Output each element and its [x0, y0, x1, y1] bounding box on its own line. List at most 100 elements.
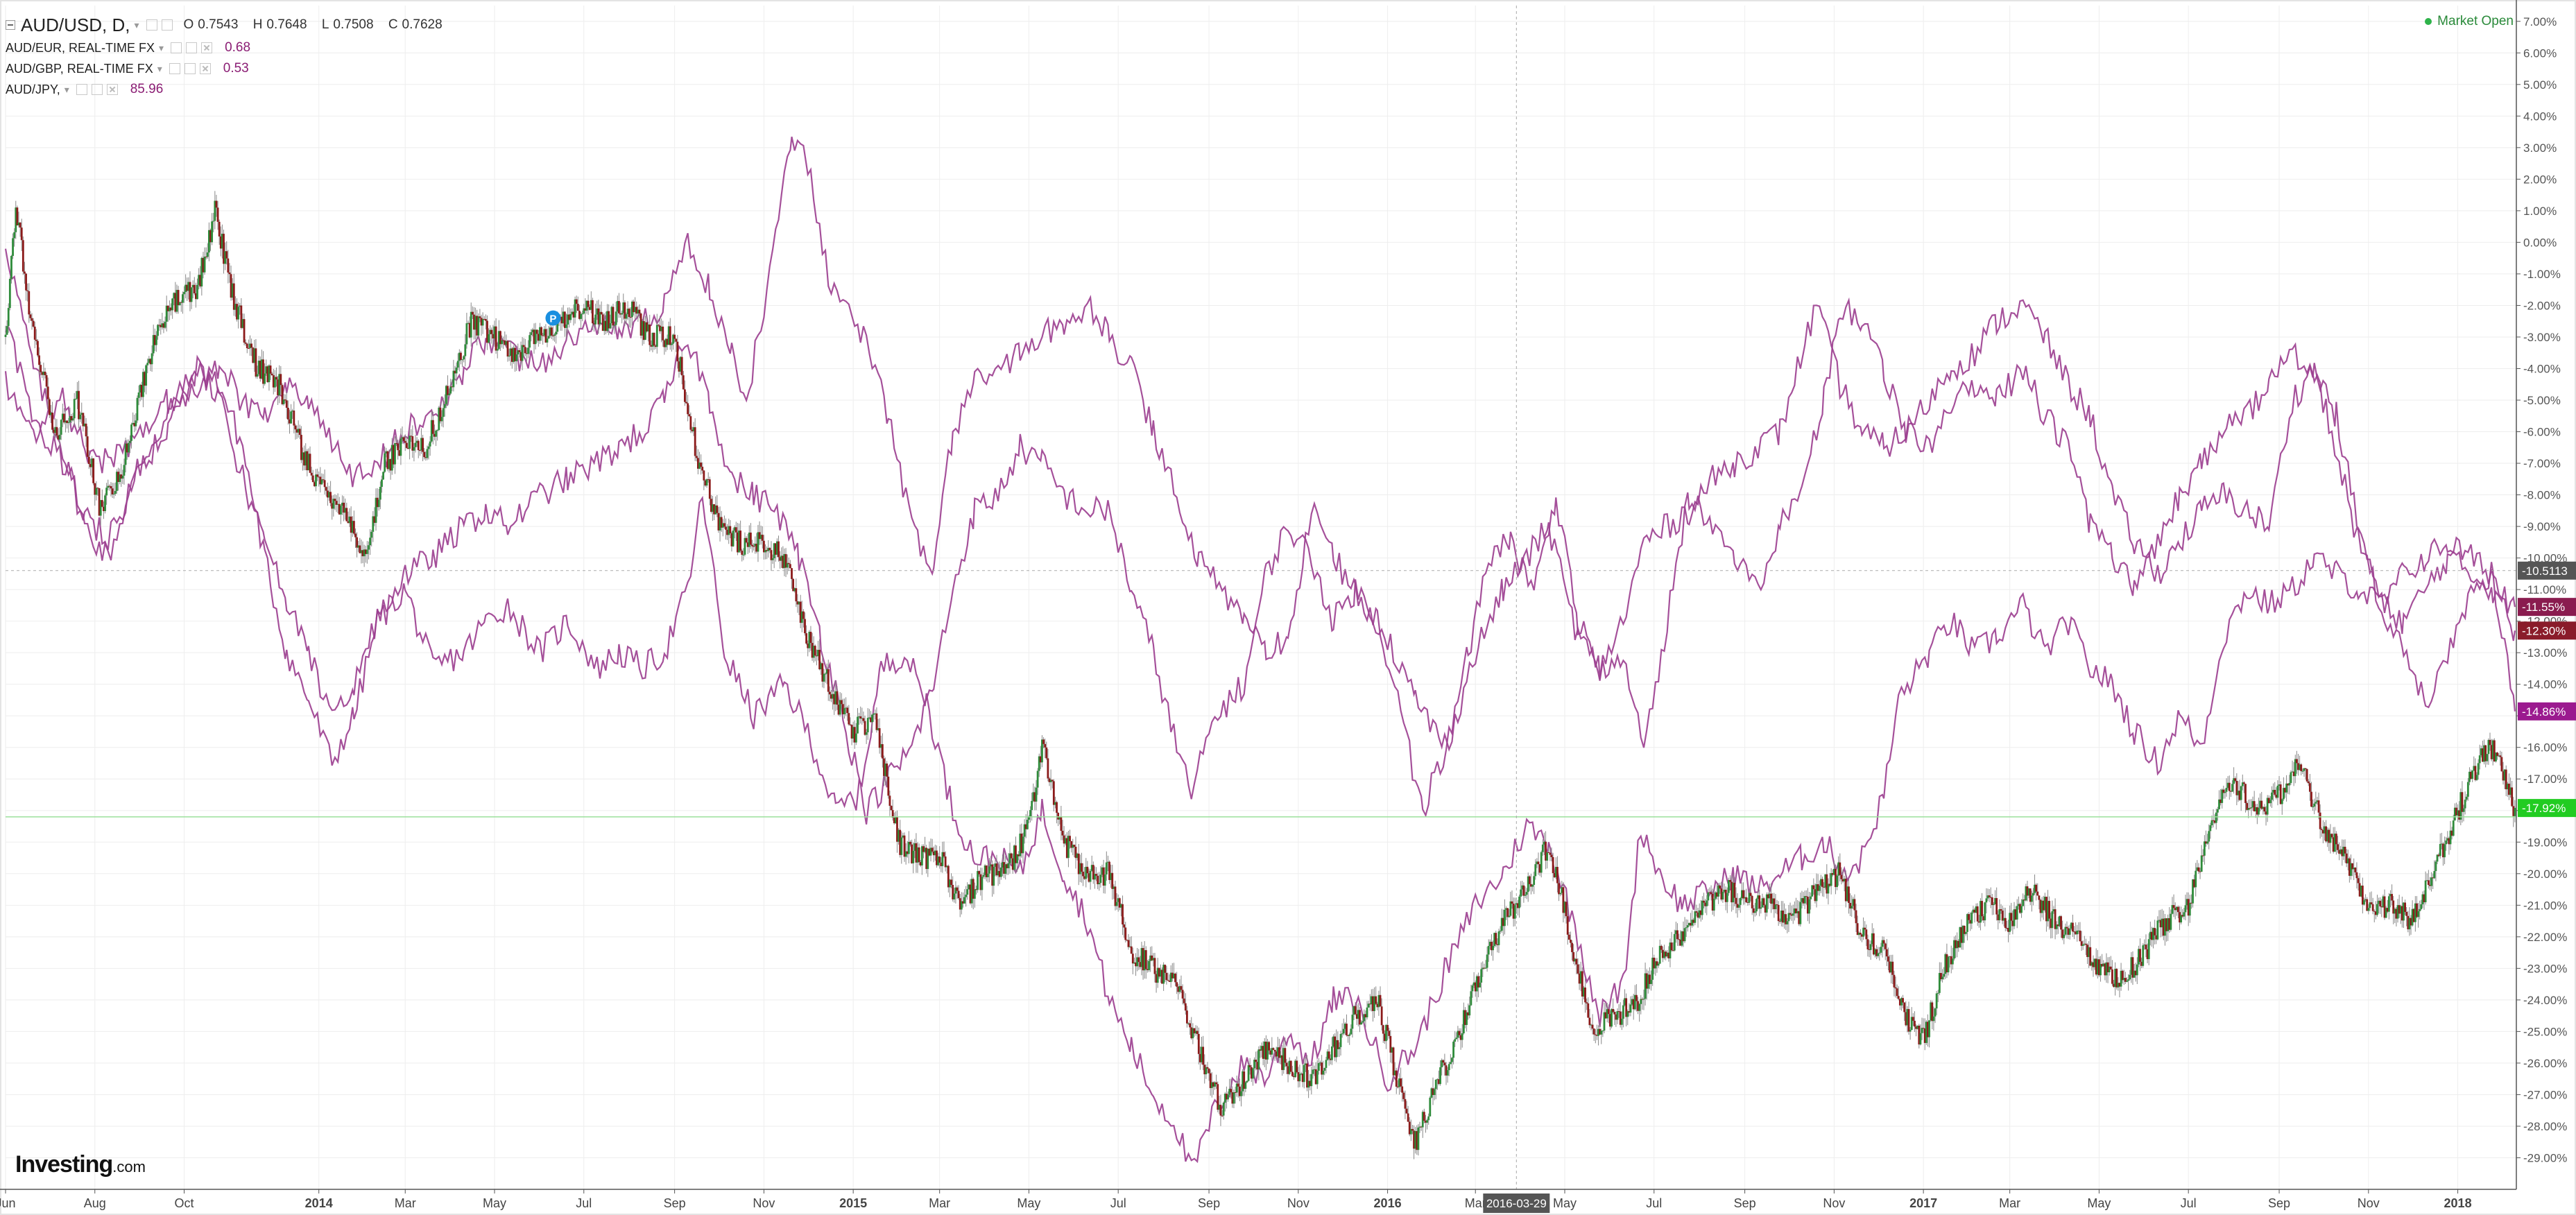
legend-row-aud-gbp: AUD/GBP, REAL-TIME FX ▾ 0.53	[6, 58, 454, 79]
visibility-icon[interactable]	[184, 63, 196, 74]
candle-body	[2341, 849, 2344, 856]
candle-body	[1900, 998, 1903, 1006]
candle-body	[372, 516, 375, 532]
candle-body	[1293, 1076, 1295, 1078]
candle-body	[426, 449, 429, 458]
close-icon[interactable]	[106, 84, 118, 95]
candle-body	[1767, 894, 1769, 899]
candle-body	[1219, 1105, 1222, 1116]
candle-body	[206, 252, 209, 257]
candle-body	[1314, 1069, 1317, 1085]
candle-body	[211, 221, 214, 243]
candle-body	[848, 713, 850, 725]
candle-body	[2162, 918, 2165, 936]
candle-body	[407, 447, 409, 449]
candle-body	[272, 375, 275, 388]
marker-circle	[545, 310, 561, 326]
candle-body	[13, 232, 16, 239]
candle-body	[2495, 752, 2497, 761]
investing-logo[interactable]: Investing.com	[15, 1151, 146, 1178]
candle-body	[2014, 909, 2017, 920]
candle-body	[2487, 739, 2490, 755]
x-tick-label: May	[1017, 1196, 1040, 1210]
candle-body	[2284, 788, 2286, 793]
candle-body	[1380, 1006, 1383, 1026]
candle-body	[2114, 969, 2117, 988]
candle-body	[1486, 954, 1488, 968]
candle-body	[2498, 755, 2500, 757]
candle-body	[1491, 942, 1493, 951]
candle-body	[757, 532, 759, 552]
settings-icon[interactable]	[171, 42, 182, 53]
candle-body	[1941, 976, 1943, 980]
candle-body	[1656, 961, 1658, 966]
candle-body	[286, 408, 289, 420]
chevron-down-icon[interactable]: ▾	[134, 19, 139, 31]
close-icon[interactable]	[201, 42, 213, 53]
candle-body	[1114, 886, 1117, 906]
candle-body	[804, 619, 806, 634]
x-tick-label: 2014	[305, 1196, 333, 1210]
settings-icon[interactable]	[76, 84, 87, 95]
candle-body	[1932, 1016, 1935, 1022]
candle-body	[1334, 1036, 1336, 1058]
visibility-icon[interactable]	[91, 84, 103, 95]
candle-body	[619, 313, 621, 315]
candle-body	[1049, 779, 1052, 782]
crosshair-x-label: 2016-03-29	[1486, 1197, 1547, 1210]
candle-body	[588, 307, 591, 310]
candle-body	[615, 311, 617, 325]
candle-body	[20, 227, 23, 241]
candle-body	[1108, 861, 1110, 880]
candle-body	[1553, 872, 1556, 878]
candle-body	[2313, 803, 2316, 807]
visibility-icon[interactable]	[186, 42, 198, 53]
candle-body	[369, 537, 371, 546]
candle-body	[2088, 947, 2090, 957]
candle-body	[2346, 858, 2349, 863]
chevron-down-icon[interactable]: ▾	[64, 83, 69, 95]
candle-body	[2483, 745, 2485, 762]
candle-body	[144, 372, 146, 386]
candle-body	[2259, 800, 2262, 809]
candle-body	[662, 327, 664, 341]
candle-body	[55, 426, 58, 436]
overlay-value: 85.96	[130, 82, 164, 96]
settings-icon[interactable]	[146, 19, 157, 31]
candle-body	[1578, 973, 1581, 984]
candle-body	[1771, 898, 1774, 904]
candle-body	[891, 810, 894, 818]
candle-body	[893, 818, 895, 824]
candle-body	[1360, 1022, 1362, 1025]
chevron-down-icon[interactable]: ▾	[159, 42, 164, 53]
candle-body	[1874, 949, 1876, 955]
collapse-legend-icon[interactable]	[6, 20, 15, 30]
candle-body	[87, 456, 90, 465]
candle-body	[357, 545, 360, 548]
candle-body	[1099, 874, 1102, 884]
settings-icon[interactable]	[169, 63, 180, 74]
candle-body	[1559, 893, 1562, 895]
visibility-icon[interactable]	[161, 19, 173, 31]
candle-body	[858, 716, 860, 717]
candle-body	[952, 885, 954, 899]
candle-body	[1421, 1112, 1424, 1128]
candle-body	[906, 851, 909, 854]
candle-body	[1599, 1028, 1602, 1035]
close-icon[interactable]	[199, 63, 211, 74]
candle-body	[215, 200, 218, 208]
candle-body	[562, 311, 565, 324]
candle-body	[44, 371, 46, 375]
chevron-down-icon[interactable]: ▾	[157, 62, 162, 74]
y-tick-label: -13.00%	[2523, 646, 2567, 660]
candle-body	[1011, 858, 1014, 870]
candle-body	[250, 343, 253, 348]
candle-body	[1069, 836, 1071, 841]
candle-body	[15, 207, 17, 232]
candle-body	[1137, 957, 1140, 963]
candle-body	[164, 321, 166, 328]
candle-body	[1024, 824, 1027, 829]
candle-body	[1795, 908, 1797, 913]
